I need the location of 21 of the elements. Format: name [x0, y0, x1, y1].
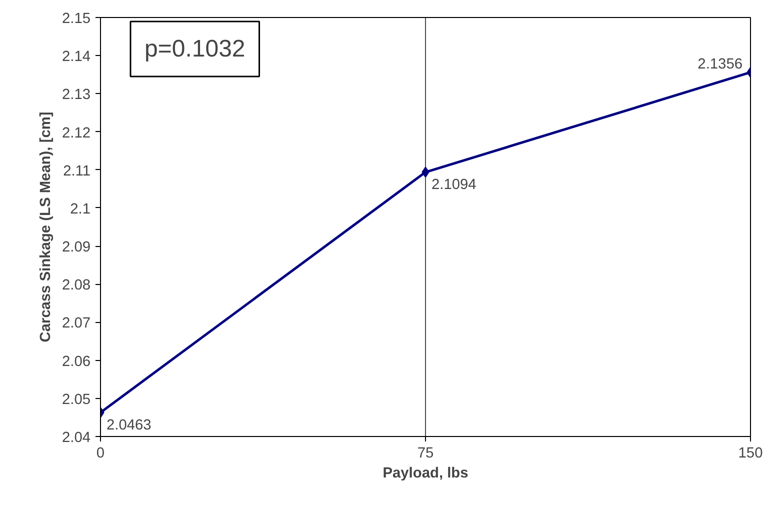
y-tick-label: 2.1 — [70, 201, 90, 218]
y-tick-label: 2.09 — [62, 240, 91, 256]
y-tick-label: 2.06 — [62, 354, 91, 370]
y-tick-label: 2.05 — [62, 392, 91, 408]
data-label: 2.1094 — [432, 177, 476, 194]
y-tick-label: 2.14 — [62, 49, 91, 66]
y-tick-label: 2.07 — [62, 316, 91, 332]
y-tick-label: 2.11 — [63, 163, 90, 180]
y-tick-label: 2.13 — [62, 87, 91, 104]
x-tick-label: 75 — [417, 446, 434, 462]
y-tick-label: 2.15 — [62, 11, 91, 27]
y-tick-label: 2.04 — [62, 430, 91, 446]
annotation: p=0.1032 — [144, 36, 246, 62]
y-tick-label: 2.12 — [62, 125, 91, 142]
y-axis-title: Carcass Sinkage (LS Mean), [cm] — [38, 112, 54, 342]
data-label: 2.1356 — [698, 56, 742, 72]
data-label: 2.0463 — [106, 418, 152, 434]
y-tick-label: 2.08 — [62, 278, 91, 294]
x-tick-label: 150 — [738, 446, 763, 462]
x-tick-label: 0 — [96, 446, 105, 462]
x-axis-title: Payload, lbs — [382, 466, 468, 482]
